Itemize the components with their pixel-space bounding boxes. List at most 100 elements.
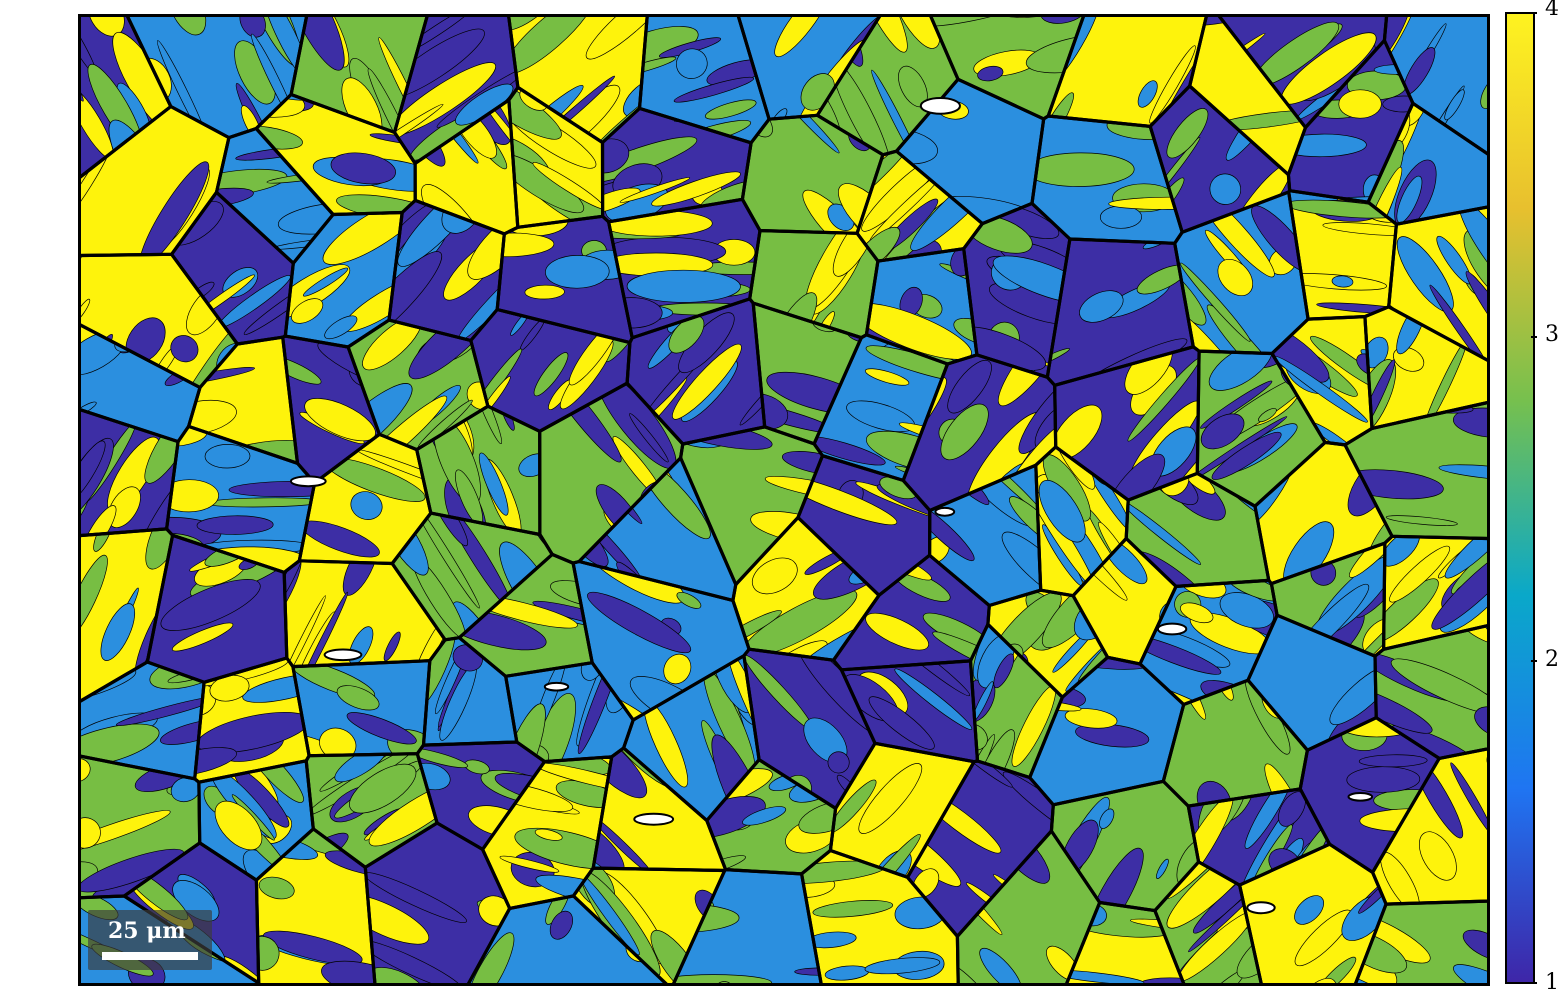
sub-grain (107, 486, 141, 528)
sub-grain (602, 187, 641, 216)
sub-grain (979, 947, 1022, 983)
sub-grain (1358, 874, 1387, 914)
sub-grain (1429, 284, 1487, 371)
sub-grain (349, 763, 417, 814)
void (633, 812, 675, 826)
sub-grain (423, 637, 457, 712)
sub-grain (1299, 978, 1337, 983)
sub-grain (977, 65, 1004, 82)
sub-grain (1137, 80, 1158, 108)
sub-grain (1480, 74, 1487, 110)
sub-grain (506, 17, 595, 75)
sub-grain (940, 403, 989, 461)
sub-grain (383, 631, 401, 662)
sub-grain (864, 957, 941, 975)
sub-grain (1126, 499, 1202, 565)
grain-boundary (1343, 401, 1487, 541)
sub-grain (886, 17, 941, 49)
sub-grain (814, 435, 886, 466)
sub-grain (1209, 173, 1242, 205)
sub-grain (1462, 929, 1487, 961)
sub-grain (1166, 108, 1209, 159)
grain-boundaries (81, 17, 1487, 983)
grain-boundary (1363, 305, 1487, 430)
sub-grain (858, 763, 923, 834)
sub-grain (676, 591, 702, 609)
sub-grain (1206, 304, 1287, 354)
sub-grain (1444, 89, 1465, 121)
sub-grain (170, 335, 199, 363)
sub-grain (1217, 258, 1254, 297)
sub-grain (196, 515, 274, 535)
sub-grain (712, 981, 737, 983)
sub-grain (81, 758, 91, 783)
sub-grain (639, 56, 677, 77)
sub-grain (850, 17, 908, 53)
sub-grain (704, 99, 757, 120)
sub-grain (651, 171, 741, 207)
sub-grain (139, 161, 210, 256)
void (1347, 792, 1374, 802)
sub-grain (346, 712, 417, 745)
grain-boundary (81, 894, 261, 983)
sub-grain (1288, 199, 1397, 219)
sub-grain (1431, 543, 1487, 630)
sub-grain (922, 17, 1020, 27)
sub-grain (1322, 222, 1397, 236)
sub-grain (365, 872, 467, 923)
sub-grain (100, 603, 136, 661)
sub-grain (303, 267, 349, 297)
sub-grain (291, 298, 324, 324)
sub-grain (336, 685, 380, 711)
sub-grain (1474, 706, 1487, 738)
sub-grain (534, 828, 563, 841)
sub-grain (1452, 407, 1487, 438)
sub-grain (239, 17, 266, 38)
sub-grain (1149, 45, 1196, 124)
grain-boundary (1354, 899, 1487, 983)
sub-grain (263, 930, 363, 965)
sub-grain (1383, 536, 1420, 567)
sub-grain (362, 320, 422, 371)
void (289, 475, 327, 488)
void (919, 97, 962, 115)
sub-grain (1389, 545, 1451, 603)
sub-grain (532, 162, 603, 210)
sub-grain (319, 727, 357, 756)
sub-grain (204, 444, 251, 469)
sub-grain (1099, 205, 1143, 229)
sub-grain (1382, 95, 1413, 113)
sub-grain (1329, 664, 1377, 725)
colorbar-tick-1 (1531, 982, 1537, 984)
sub-grain (81, 810, 171, 855)
sub-grain (992, 255, 1070, 304)
sub-grain (629, 413, 669, 463)
sub-grain (545, 255, 610, 289)
sub-grain (167, 17, 207, 36)
sub-grain (1064, 708, 1118, 729)
sub-grain (417, 747, 469, 768)
sub-grain (868, 696, 935, 750)
sub-grain (467, 210, 505, 280)
sub-grain (258, 876, 295, 900)
sub-grain (993, 653, 1015, 689)
sub-grain (81, 298, 91, 324)
sub-grain (812, 900, 894, 918)
sub-grain (171, 622, 234, 652)
colorbar-tick-label-2: 2 (1545, 647, 1559, 672)
sub-grain (160, 579, 261, 631)
sub-grain (1294, 895, 1325, 925)
sub-grain (1200, 413, 1245, 450)
sub-grain (672, 343, 742, 420)
sub-grain (1338, 89, 1382, 119)
sub-grain (602, 138, 630, 174)
sub-grain (294, 591, 349, 667)
sub-grain (166, 479, 219, 513)
void (934, 506, 956, 517)
sub-grain (668, 315, 705, 354)
sub-grain (619, 177, 691, 203)
sub-grain (1002, 771, 1054, 846)
sub-grain (1032, 152, 1135, 187)
grain-boundary (467, 894, 668, 983)
sub-grain (144, 406, 179, 484)
